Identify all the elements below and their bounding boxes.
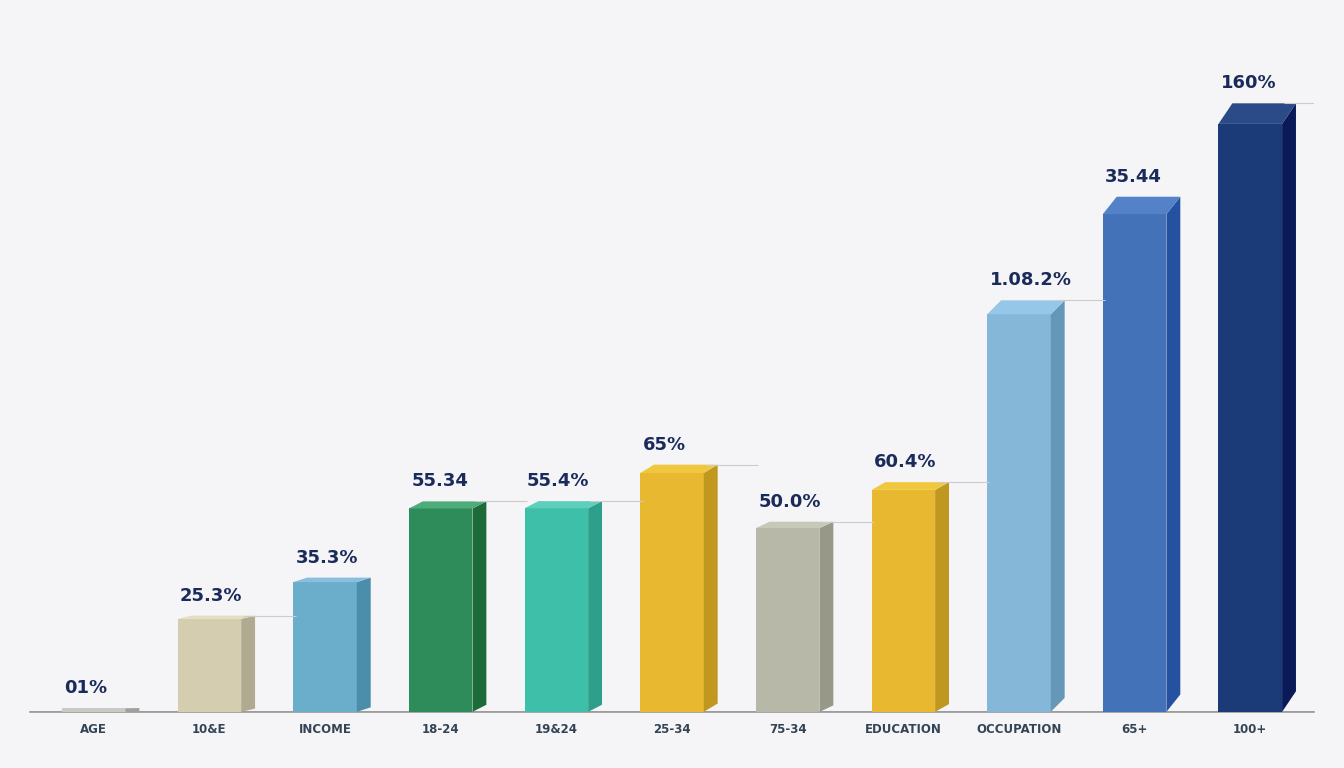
Polygon shape: [177, 619, 241, 712]
Polygon shape: [871, 482, 949, 490]
Polygon shape: [62, 708, 125, 712]
Polygon shape: [755, 521, 833, 528]
Polygon shape: [589, 502, 602, 712]
Text: 35.3%: 35.3%: [296, 548, 358, 567]
Polygon shape: [473, 502, 487, 712]
Polygon shape: [820, 521, 833, 712]
Polygon shape: [358, 578, 371, 712]
Text: 55.4%: 55.4%: [527, 472, 590, 490]
Polygon shape: [1219, 104, 1296, 124]
Polygon shape: [409, 502, 487, 508]
Polygon shape: [524, 508, 589, 712]
Polygon shape: [293, 582, 358, 712]
Polygon shape: [986, 314, 1051, 712]
Polygon shape: [241, 616, 255, 712]
Polygon shape: [935, 482, 949, 712]
Text: 60.4%: 60.4%: [874, 453, 937, 471]
Text: 65%: 65%: [642, 435, 685, 454]
Polygon shape: [1103, 214, 1167, 712]
Polygon shape: [1167, 197, 1180, 712]
Polygon shape: [409, 508, 473, 712]
Polygon shape: [293, 578, 371, 582]
Text: 50.0%: 50.0%: [758, 492, 821, 511]
Polygon shape: [755, 528, 820, 712]
Text: 25.3%: 25.3%: [180, 587, 242, 604]
Polygon shape: [986, 300, 1064, 314]
Text: 1.08.2%: 1.08.2%: [989, 271, 1071, 290]
Text: 01%: 01%: [65, 679, 108, 697]
Polygon shape: [704, 465, 718, 712]
Text: 55.34: 55.34: [411, 472, 468, 490]
Polygon shape: [125, 708, 140, 712]
Text: 35.44: 35.44: [1105, 167, 1163, 186]
Polygon shape: [871, 490, 935, 712]
Polygon shape: [640, 465, 718, 473]
Polygon shape: [1219, 124, 1282, 712]
Text: 160%: 160%: [1220, 74, 1277, 92]
Polygon shape: [524, 502, 602, 508]
Polygon shape: [1282, 104, 1296, 712]
Polygon shape: [1103, 197, 1180, 214]
Polygon shape: [640, 473, 704, 712]
Polygon shape: [177, 616, 255, 619]
Polygon shape: [1051, 300, 1064, 712]
